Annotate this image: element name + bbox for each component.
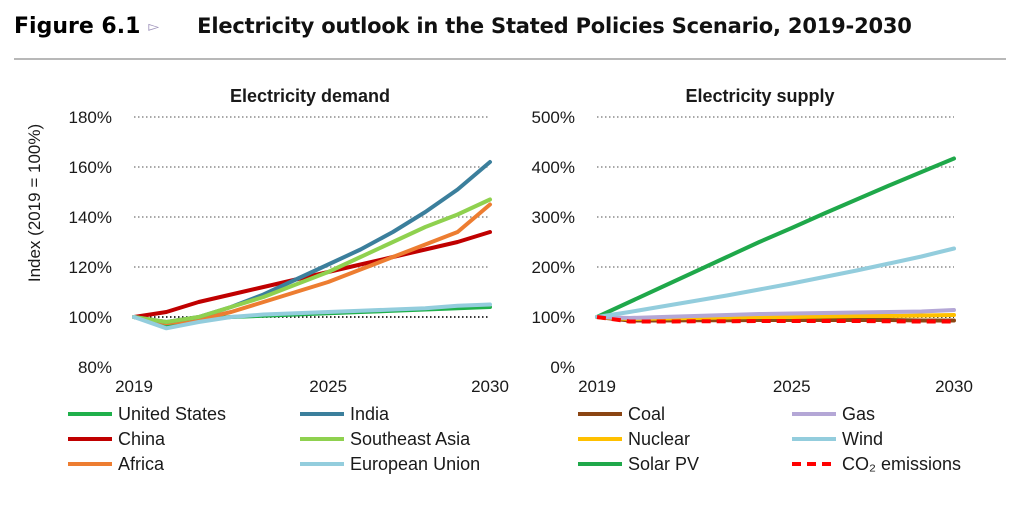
legend-label: Coal [628, 404, 665, 424]
y-axis-label: Index (2019 = 100%) [25, 124, 44, 282]
legend-label: Africa [118, 454, 165, 474]
demand-panel: Electricity demand 80% 100% 120% 140% 160% 180… [69, 86, 509, 396]
legend-label: Nuclear [628, 429, 690, 449]
demand-series-line [132, 230, 492, 319]
supply-y-tick-label: 100% [532, 308, 575, 327]
legend-label: Gas [842, 404, 875, 424]
demand-series-line [132, 202, 492, 326]
supply-x-tick-label: 2030 [935, 377, 973, 396]
figure-title: Electricity outlook in the Stated Polici… [197, 14, 912, 38]
supply-panel: Electricity supply 0% 100% 200% 300% 400% 500%… [532, 86, 973, 396]
demand-x-tick-label: 2025 [309, 377, 347, 396]
figure-arrow-icon: ▻ [148, 17, 160, 34]
supply-y-tick-label: 400% [532, 158, 575, 177]
demand-y-tick-label: 160% [69, 158, 112, 177]
supply-series-line [595, 156, 956, 319]
supply-chart-title: Electricity supply [685, 86, 834, 106]
demand-y-tick-label: 140% [69, 208, 112, 227]
figure-header: Figure 6.1 ▻ Electricity outlook in the … [14, 8, 912, 44]
demand-y-tick-label: 180% [69, 108, 112, 127]
legend-label: China [118, 429, 166, 449]
supply-x-tick-label: 2019 [578, 377, 616, 396]
supply-y-tick-label: 0% [550, 358, 575, 377]
demand-y-tick-label: 100% [69, 308, 112, 327]
legend-label: CO₂ emissions [842, 454, 961, 474]
demand-y-tick-label: 120% [69, 258, 112, 277]
demand-chart-title: Electricity demand [230, 86, 390, 106]
header-divider [14, 58, 1006, 60]
supply-series-line [595, 308, 956, 320]
supply-series-line [595, 246, 956, 319]
legend-label: India [350, 404, 390, 424]
supply-y-tick-label: 300% [532, 208, 575, 227]
demand-y-tick-label: 80% [78, 358, 112, 377]
supply-y-tick-label: 200% [532, 258, 575, 277]
supply-legend: Coal Gas Nuclear Wind Solar PV CO₂ emissions [578, 404, 961, 474]
legend-label: United States [118, 404, 226, 424]
demand-series-line [132, 302, 492, 331]
figure-number: Figure 6.1 [14, 13, 141, 39]
supply-x-tick-label: 2025 [773, 377, 811, 396]
legend-label: Wind [842, 429, 883, 449]
legend-label: Southeast Asia [350, 429, 471, 449]
demand-series-line [132, 197, 492, 324]
legend-label: Solar PV [628, 454, 699, 474]
supply-y-tick-label: 500% [532, 108, 575, 127]
demand-legend: United States India China Southeast Asia Afr… [68, 404, 480, 474]
legend-label: European Union [350, 454, 480, 474]
demand-x-tick-label: 2019 [115, 377, 153, 396]
demand-x-tick-label: 2030 [471, 377, 509, 396]
